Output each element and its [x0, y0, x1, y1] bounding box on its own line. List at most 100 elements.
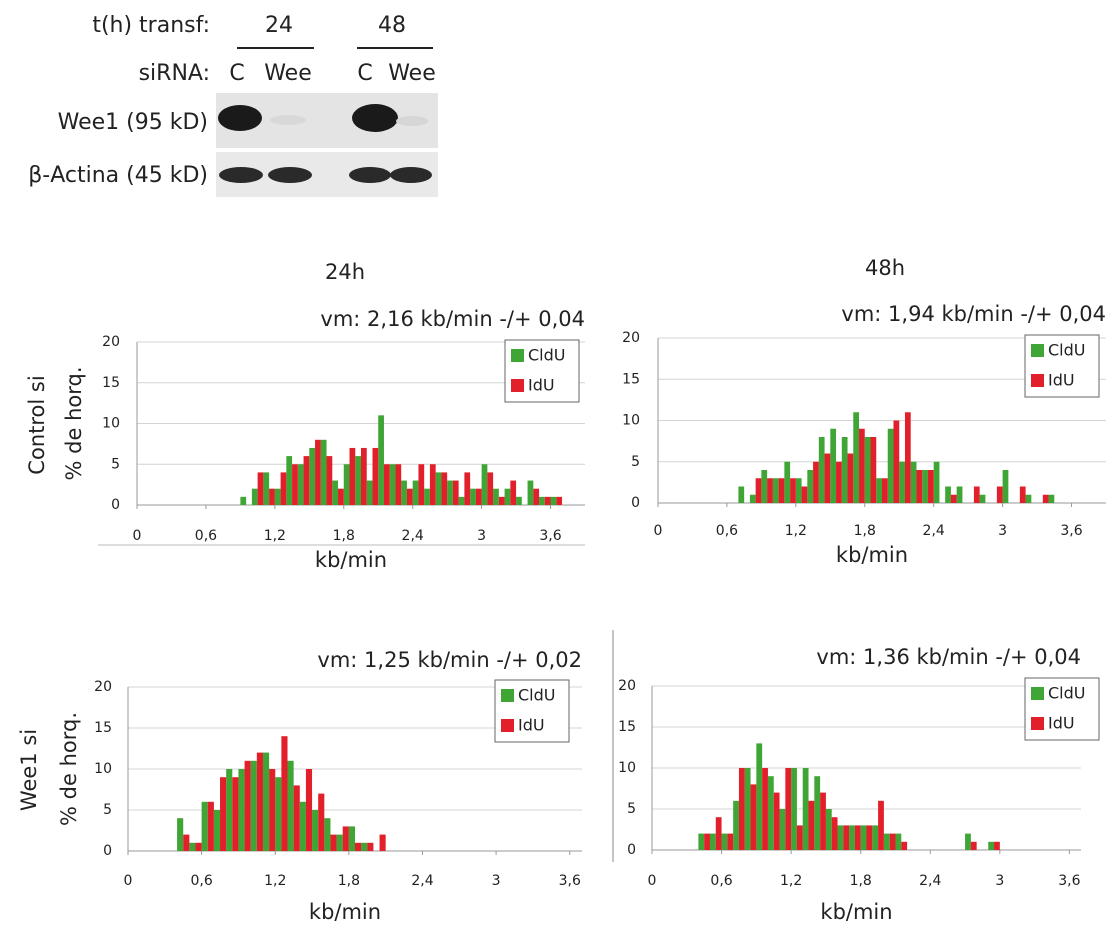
x-tick-label: 2,4 [923, 523, 945, 539]
bar [338, 489, 344, 505]
bar [882, 478, 888, 503]
bar [281, 472, 287, 505]
bar [762, 768, 768, 850]
bar [945, 487, 951, 504]
time: 24 [265, 13, 293, 38]
bar [790, 478, 796, 503]
bar [934, 462, 940, 503]
bar [848, 454, 854, 504]
legend-swatch [501, 689, 514, 702]
bar [245, 761, 251, 851]
bar [533, 489, 539, 505]
band [396, 116, 428, 126]
y-tick-label: 15 [102, 375, 120, 391]
bar [232, 777, 238, 851]
bar [911, 462, 917, 503]
bar [872, 825, 878, 850]
bar [843, 825, 849, 850]
band [390, 167, 432, 183]
bar [510, 481, 516, 505]
chart-title: vm: 2,16 kb/min -/+ 0,04 [320, 307, 585, 331]
y-tick-label: 0 [103, 843, 112, 859]
bar [780, 809, 786, 850]
bar [849, 825, 855, 850]
bar [855, 825, 861, 850]
bar [876, 478, 882, 503]
bar [704, 834, 710, 850]
bar [321, 440, 327, 505]
bar [888, 429, 894, 503]
y-tick-label: 5 [111, 456, 120, 472]
bar [756, 743, 762, 850]
bar [251, 761, 257, 851]
x-tick-label: 1,8 [850, 873, 872, 889]
bar [424, 489, 430, 505]
bar [378, 415, 384, 505]
bar [871, 437, 877, 503]
y-axis-label: % de horq. [57, 712, 81, 826]
bar [361, 843, 367, 851]
bar [324, 818, 330, 851]
bar [957, 487, 963, 504]
bar [722, 834, 728, 850]
bar [327, 456, 333, 505]
bar [922, 470, 928, 503]
x-tick-label: 3,6 [539, 528, 561, 544]
bar [372, 448, 378, 505]
bar [220, 777, 226, 851]
x-tick-label: 2,4 [411, 873, 433, 889]
x-tick-label: 0,6 [195, 528, 217, 544]
y-tick-label: 0 [627, 842, 636, 858]
legend-label: IdU [1048, 371, 1075, 390]
bar [884, 834, 890, 850]
y-tick-label: 0 [631, 495, 640, 511]
band-label: Wee1 (95 kD) [58, 110, 208, 135]
bar [343, 826, 349, 851]
bar [905, 412, 911, 503]
legend-swatch [1031, 687, 1044, 700]
bar [997, 487, 1003, 504]
x-tick-label: 0 [124, 873, 133, 889]
bar [275, 777, 281, 851]
bar [1003, 470, 1009, 503]
bar [1026, 495, 1032, 503]
x-tick-label: 0,6 [190, 873, 212, 889]
bar [761, 470, 767, 503]
y-tick-label: 10 [94, 761, 112, 777]
bar [441, 472, 447, 505]
bar [916, 470, 922, 503]
bar [893, 421, 899, 504]
bar [390, 464, 396, 505]
bar [355, 456, 361, 505]
bar [774, 793, 780, 850]
x-tick-label: 1,8 [854, 523, 876, 539]
bar [1049, 495, 1055, 503]
bar [820, 793, 826, 850]
x-tick-label: 3,6 [559, 873, 581, 889]
x-tick-label: 2,4 [402, 528, 424, 544]
bar [281, 736, 287, 851]
legend-swatch [511, 379, 524, 392]
bar [842, 437, 848, 503]
bar [447, 481, 453, 505]
bar [499, 497, 505, 505]
y-tick-label: 15 [622, 371, 640, 387]
bar [751, 784, 757, 850]
x-axis-label: kb/min [309, 900, 381, 924]
row-label: Control si [25, 375, 49, 474]
bar [819, 437, 825, 503]
x-tick-label: 0 [648, 873, 657, 889]
x-tick-label: 1,2 [785, 523, 807, 539]
row-label: Wee1 si [17, 729, 41, 811]
lane-label: Wee [264, 61, 312, 86]
x-tick-label: 1,8 [338, 873, 360, 889]
x-tick-label: 3 [492, 873, 501, 889]
bar [745, 768, 751, 850]
bar [214, 810, 220, 851]
bar [453, 481, 459, 505]
band [268, 167, 312, 183]
y-axis-label: % de horq. [62, 367, 86, 481]
y-tick-label: 20 [618, 678, 636, 694]
band [218, 105, 262, 131]
x-tick-label: 0 [133, 528, 142, 544]
